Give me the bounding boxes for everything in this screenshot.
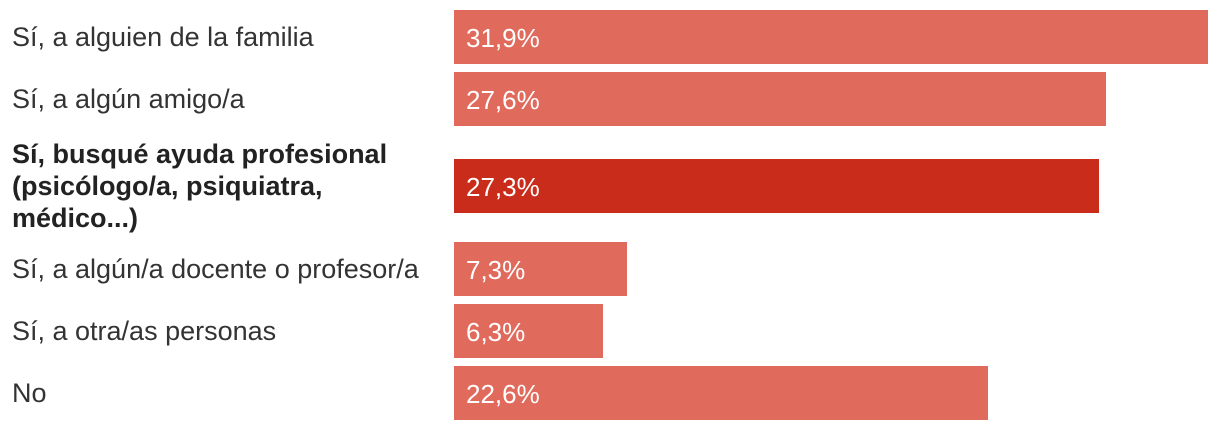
- bar-value-label: 6,3%: [466, 317, 526, 347]
- bar-value-label: 27,3%: [466, 172, 540, 202]
- category-label: Sí, a algún amigo/a: [12, 84, 245, 114]
- bar: 27,3%: [454, 159, 1099, 213]
- category-label: Sí, a alguien de la familia: [12, 22, 314, 52]
- bar: 7,3%: [454, 242, 627, 296]
- bar: 31,9%: [454, 10, 1208, 64]
- bar: 6,3%: [454, 304, 603, 358]
- category-label: Sí, busqué ayuda profesional (psicólogo/…: [12, 139, 388, 233]
- bar: 27,6%: [454, 72, 1106, 126]
- bar: 22,6%: [454, 366, 988, 420]
- bar-value-label: 22,6%: [466, 379, 540, 409]
- category-label: Sí, a otra/as personas: [12, 316, 277, 346]
- bar-value-label: 7,3%: [466, 255, 526, 285]
- category-label: No: [12, 378, 47, 408]
- bar-value-label: 31,9%: [466, 23, 540, 53]
- category-label: Sí, a algún/a docente o profesor/a: [12, 254, 419, 284]
- bar-value-label: 27,6%: [466, 85, 540, 115]
